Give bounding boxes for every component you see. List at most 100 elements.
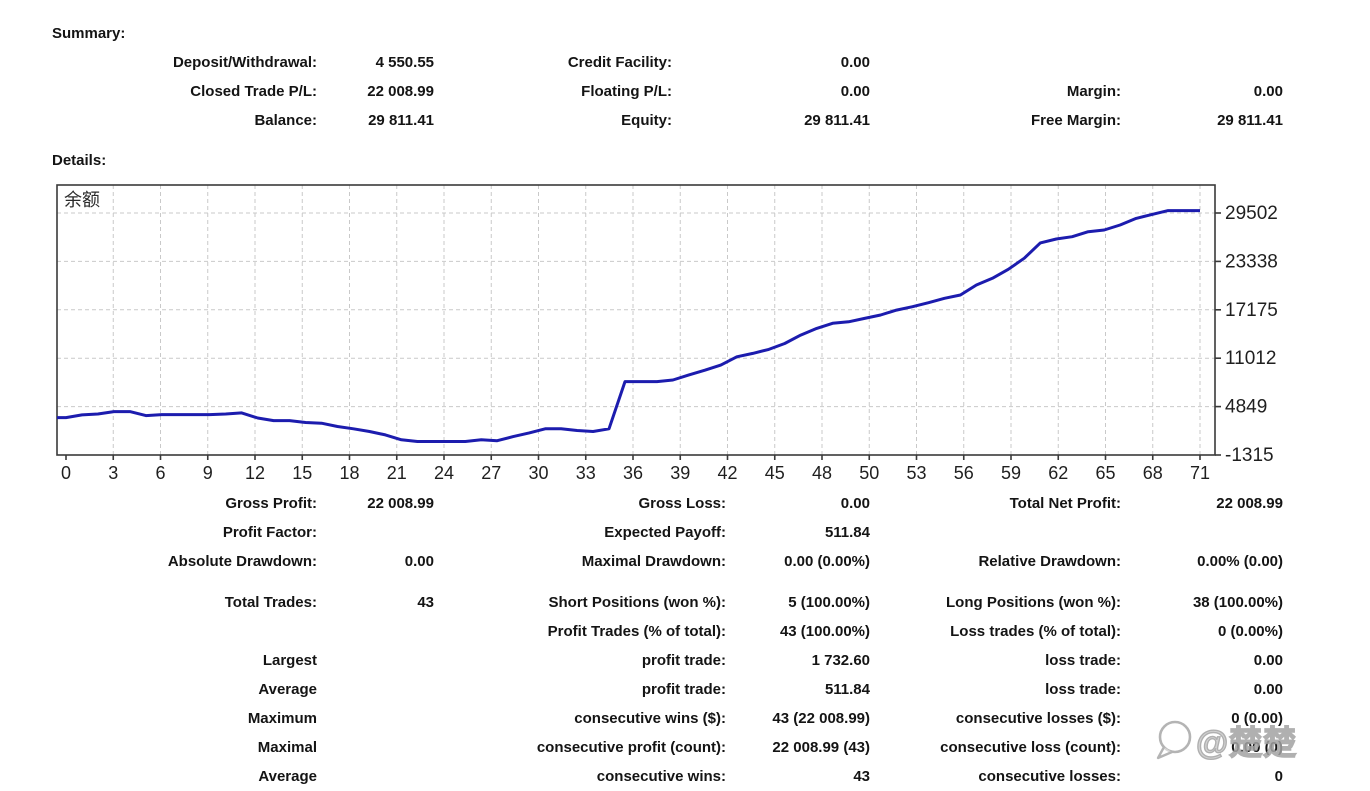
label-consecutive-profit-count: consecutive profit (count): — [536, 739, 726, 756]
stats-row: Average consecutive wins: 43 consecutive… — [0, 768, 1370, 790]
label-consecutive-losses-amount: consecutive losses ($): — [955, 710, 1121, 727]
chart-series-title: 余额 — [64, 190, 100, 210]
value-consecutive-loss-count: 0.00 (0) — [1231, 739, 1283, 756]
x-tick-label: 42 — [717, 463, 737, 483]
stats-row: Maximal consecutive profit (count): 22 0… — [0, 739, 1370, 761]
label-largest-profit-trade: profit trade: — [641, 652, 726, 669]
value-equity: 29 811.41 — [804, 112, 870, 129]
x-tick-label: 36 — [623, 463, 643, 483]
label-absolute-drawdown: Absolute Drawdown: — [167, 553, 317, 570]
value-consecutive-losses-amount: 0 (0.00) — [1231, 710, 1283, 727]
label-consecutive-losses: consecutive losses: — [978, 768, 1121, 785]
plot-border — [56, 184, 1216, 456]
value-short-positions: 5 (100.00%) — [788, 594, 870, 611]
x-tick-label: 3 — [108, 463, 118, 483]
label-short-positions: Short Positions (won %): — [548, 594, 727, 611]
value-average-profit-trade: 511.84 — [824, 681, 870, 698]
value-credit-facility: 0.00 — [840, 54, 870, 71]
label-free-margin: Free Margin: — [1030, 112, 1121, 129]
x-tick-label: 68 — [1143, 463, 1163, 483]
stats-row: Absolute Drawdown: 0.00 Maximal Drawdown… — [0, 553, 1370, 575]
x-tick-label: 45 — [765, 463, 785, 483]
x-tick-label: 24 — [434, 463, 454, 483]
label-average-profit-trade: profit trade: — [641, 681, 726, 698]
value-profit-trades: 43 (100.00%) — [779, 623, 870, 640]
x-tick-label: 39 — [670, 463, 690, 483]
label-gross-loss: Gross Loss: — [638, 495, 726, 512]
value-consecutive-wins-amount: 43 (22 008.99) — [772, 710, 870, 727]
balance-line — [57, 209, 1200, 443]
stats-row: Total Trades: 43 Short Positions (won %)… — [0, 594, 1370, 616]
label-profit-factor: Profit Factor: — [222, 524, 317, 541]
value-maximal-drawdown: 0.00 (0.00%) — [784, 553, 870, 570]
x-tick-label: 48 — [812, 463, 832, 483]
x-tick-label: 12 — [245, 463, 265, 483]
stats-row: Average profit trade: 511.84 loss trade:… — [0, 681, 1370, 703]
stats-row: Largest profit trade: 1 732.60 loss trad… — [0, 652, 1370, 674]
label-maximum: Maximum — [247, 710, 317, 727]
x-tick-label: 71 — [1190, 463, 1210, 483]
x-tick-label: 56 — [954, 463, 974, 483]
label-average-loss-trade: loss trade: — [1045, 681, 1121, 698]
label-floating-pl: Floating P/L: — [581, 83, 672, 100]
value-consecutive-losses: 0 — [1274, 768, 1283, 785]
x-tick-label: 59 — [1001, 463, 1021, 483]
x-tick-label: 53 — [906, 463, 926, 483]
label-maximal: Maximal — [257, 739, 317, 756]
label-long-positions: Long Positions (won %): — [946, 594, 1121, 611]
value-total-net-profit: 22 008.99 — [1216, 495, 1283, 512]
stats-row: Profit Factor: Expected Payoff: 511.84 — [0, 524, 1370, 546]
label-average2: Average — [258, 768, 317, 785]
label-consecutive-wins: consecutive wins: — [596, 768, 726, 785]
label-gross-profit: Gross Profit: — [225, 495, 317, 512]
x-tick-label: 18 — [339, 463, 359, 483]
value-balance: 29 811.41 — [368, 112, 434, 129]
y-tick-label: 4849 — [1225, 397, 1267, 418]
value-largest-profit-trade: 1 732.60 — [811, 652, 870, 669]
label-margin: Margin: — [1066, 83, 1121, 100]
label-balance: Balance: — [254, 112, 317, 129]
summary-row: Balance: 29 811.41 Equity: 29 811.41 Fre… — [0, 112, 1370, 134]
x-tick-label: 9 — [203, 463, 213, 483]
value-average-loss-trade: 0.00 — [1253, 681, 1283, 698]
x-tick-label: 0 — [61, 463, 71, 483]
label-closed-trade-pl: Closed Trade P/L: — [190, 83, 317, 100]
x-tick-label: 50 — [859, 463, 879, 483]
x-tick-label: 27 — [481, 463, 501, 483]
label-maximal-drawdown: Maximal Drawdown: — [581, 553, 726, 570]
value-relative-drawdown: 0.00% (0.00) — [1197, 553, 1283, 570]
label-consecutive-loss-count: consecutive loss (count): — [940, 739, 1121, 756]
label-largest: Largest — [262, 652, 317, 669]
x-tick-label: 15 — [292, 463, 312, 483]
value-expected-payoff: 511.84 — [824, 524, 870, 541]
x-tick-label: 62 — [1048, 463, 1068, 483]
x-tick-label: 33 — [576, 463, 596, 483]
value-loss-trades: 0 (0.00%) — [1217, 623, 1283, 640]
value-gross-profit: 22 008.99 — [367, 495, 434, 512]
y-tick-label: 11012 — [1225, 348, 1276, 369]
label-equity: Equity: — [621, 112, 672, 129]
x-tick-label: 65 — [1095, 463, 1115, 483]
x-tick-label: 21 — [387, 463, 407, 483]
summary-heading: Summary: — [52, 25, 126, 42]
summary-row: Closed Trade P/L: 22 008.99 Floating P/L… — [0, 83, 1370, 105]
x-tick-label: 30 — [528, 463, 548, 483]
label-total-trades: Total Trades: — [224, 594, 317, 611]
value-total-trades: 43 — [417, 594, 434, 611]
label-average: Average — [258, 681, 317, 698]
label-consecutive-wins-amount: consecutive wins ($): — [574, 710, 726, 727]
y-tick-label: 17175 — [1225, 300, 1278, 321]
value-margin: 0.00 — [1253, 83, 1283, 100]
summary-row: Deposit/Withdrawal: 4 550.55 Credit Faci… — [0, 54, 1370, 76]
stats-row: Profit Trades (% of total): 43 (100.00%)… — [0, 623, 1370, 645]
label-profit-trades: Profit Trades (% of total): — [547, 623, 726, 640]
label-total-net-profit: Total Net Profit: — [1009, 495, 1121, 512]
label-largest-loss-trade: loss trade: — [1045, 652, 1121, 669]
y-tick-label: -1315 — [1225, 445, 1274, 466]
value-absolute-drawdown: 0.00 — [404, 553, 434, 570]
y-tick-label: 29502 — [1225, 203, 1278, 224]
stats-row: Maximum consecutive wins ($): 43 (22 008… — [0, 710, 1370, 732]
stats-row: Gross Profit: 22 008.99 Gross Loss: 0.00… — [0, 495, 1370, 517]
